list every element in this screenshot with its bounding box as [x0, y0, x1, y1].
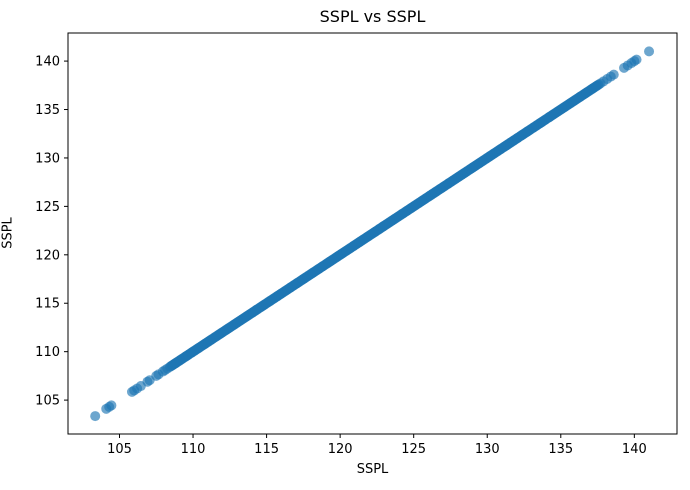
scatter-point — [644, 46, 655, 57]
x-tick-label: 140 — [622, 442, 647, 457]
chart-title: SSPL vs SSPL — [319, 7, 426, 26]
x-tick-label: 130 — [475, 442, 500, 457]
x-tick-label: 110 — [181, 442, 206, 457]
scatter-point — [90, 411, 101, 422]
x-axis-label: SSPL — [356, 462, 389, 477]
y-tick-label: 110 — [35, 345, 60, 360]
y-tick-label: 135 — [35, 103, 60, 118]
x-tick-label: 125 — [401, 442, 426, 457]
scatter-point — [106, 400, 117, 411]
y-tick-label: 120 — [35, 248, 60, 263]
y-tick-label: 115 — [35, 297, 60, 312]
x-tick-label: 115 — [254, 442, 279, 457]
x-tick-label: 120 — [328, 442, 353, 457]
x-tick-label: 105 — [107, 442, 132, 457]
y-tick-label: 125 — [35, 200, 60, 215]
scatter-point — [631, 54, 642, 65]
axes-spines — [67, 32, 678, 435]
scatter-points — [90, 46, 655, 422]
y-axis-label: SSPL — [0, 217, 16, 249]
y-tick-label: 140 — [35, 55, 60, 70]
y-tick-label: 130 — [35, 151, 60, 166]
y-tick-label: 105 — [35, 394, 60, 409]
scatter-point — [608, 69, 619, 80]
x-tick-label: 135 — [548, 442, 573, 457]
